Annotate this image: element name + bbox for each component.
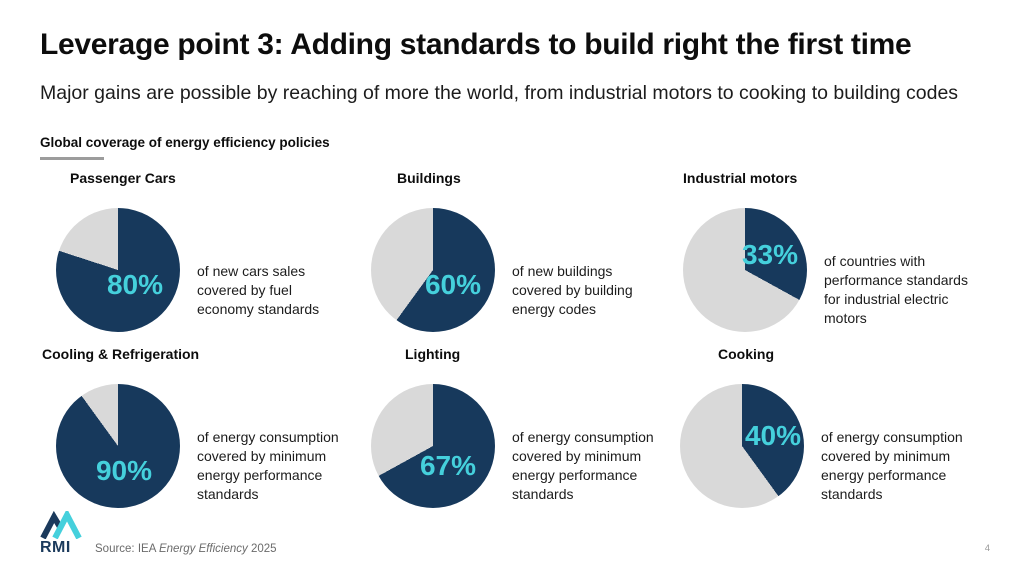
pie-description: of energy consumption covered by minimum… <box>197 429 339 502</box>
pie-graphic <box>371 208 495 332</box>
heading-underline-rule <box>40 157 104 160</box>
policy-card-industrial-motors: Industrial motors 33% of countries with … <box>670 170 1024 346</box>
pie-chart-grid: Passenger Cars 80% of new cars sales cov… <box>40 170 1024 522</box>
page-title: Leverage point 3: Adding standards to bu… <box>40 28 912 61</box>
pie-title: Cooling & Refrigeration <box>42 346 200 362</box>
pie-description: of energy consumption covered by minimum… <box>512 429 654 502</box>
pie-graphic <box>680 384 804 508</box>
policy-card-cooking: Cooking 40% of energy consumption covere… <box>670 346 1024 522</box>
pie-description: of new buildings covered by building ene… <box>512 262 633 317</box>
pie-title: Passenger Cars <box>70 170 176 186</box>
page-subtitle: Major gains are possible by reaching of … <box>40 82 959 104</box>
pie-graphic <box>56 384 180 508</box>
pie-title: Buildings <box>397 170 461 186</box>
pie-chart-passenger-cars: 80% <box>56 208 180 332</box>
pie-description: of countries with performance standards … <box>824 253 968 326</box>
pie-value-label: 90% <box>95 455 153 486</box>
pie-graphic <box>371 384 495 508</box>
pie-value-label: 60% <box>424 269 482 300</box>
policy-card-lighting: Lighting 67% of energy consumption cover… <box>355 346 670 522</box>
pie-value-label: 33% <box>741 239 799 270</box>
pie-graphic <box>683 208 807 332</box>
pie-chart-cooking: 40% <box>680 384 804 508</box>
page-number: 4 <box>984 543 990 554</box>
rmi-logo: RMI <box>40 511 86 556</box>
pie-description: of new cars sales covered by fuel econom… <box>197 262 320 317</box>
pie-value-label: 40% <box>744 420 802 451</box>
pie-title: Cooking <box>718 346 774 362</box>
pie-description: of energy consumption covered by minimum… <box>821 429 963 502</box>
mountain-peaks-icon <box>40 511 86 539</box>
pie-title: Industrial motors <box>683 170 798 186</box>
rmi-logo-text: RMI <box>40 539 71 556</box>
policy-card-buildings: Buildings 60% of new buildings covered b… <box>355 170 670 346</box>
policy-card-passenger-cars: Passenger Cars 80% of new cars sales cov… <box>40 170 355 346</box>
pie-value-label: 67% <box>419 450 477 481</box>
pie-chart-lighting: 67% <box>371 384 495 508</box>
pie-chart-buildings: 60% <box>371 208 495 332</box>
source-citation: Source: IEA Energy Efficiency 2025 <box>95 543 277 555</box>
pie-value-label: 80% <box>106 269 164 300</box>
policy-card-cooling-refrigeration: Cooling & Refrigeration 90% of energy co… <box>40 346 355 522</box>
pie-title: Lighting <box>405 346 461 362</box>
chart-group-heading: Global coverage of energy efficiency pol… <box>40 135 330 150</box>
pie-chart-industrial-motors: 33% <box>683 208 807 332</box>
pie-graphic <box>56 208 180 332</box>
pie-chart-cooling-refrigeration: 90% <box>56 384 180 508</box>
